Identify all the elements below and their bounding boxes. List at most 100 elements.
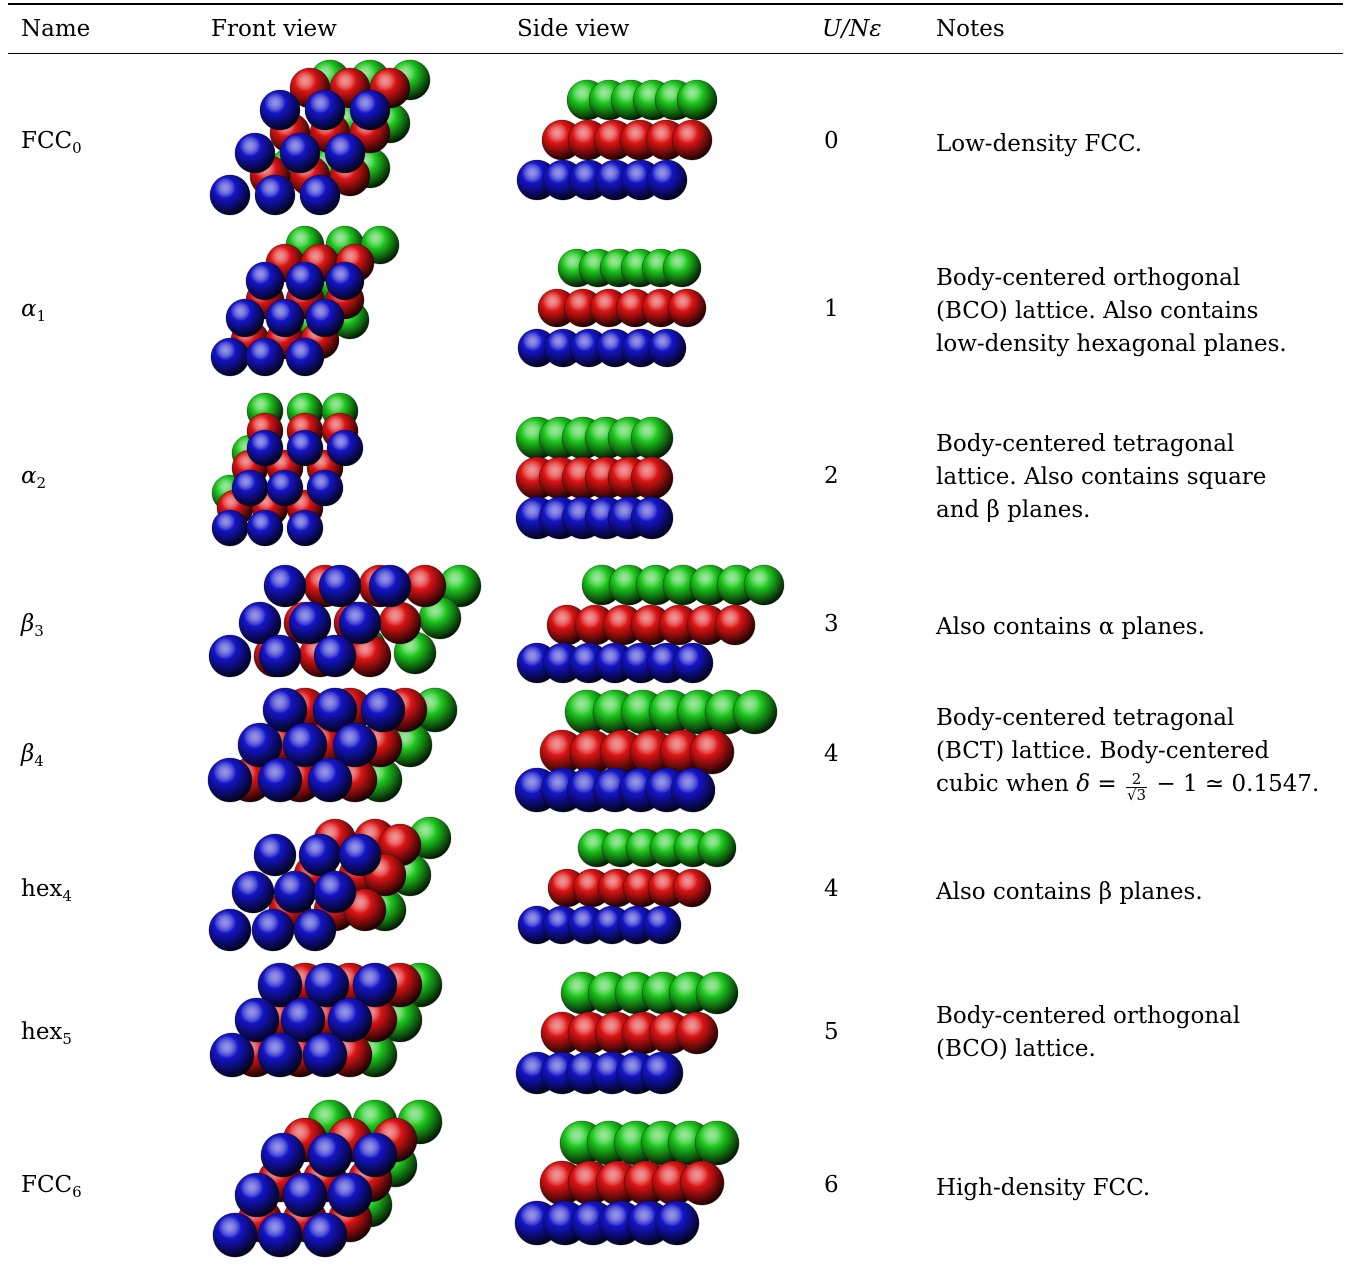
blue-sphere-shading — [285, 337, 325, 377]
row-name: hex4 — [21, 876, 72, 905]
green-sphere-shading — [694, 1120, 740, 1166]
blue-sphere-shading — [302, 1032, 348, 1078]
blue-sphere-shading — [263, 564, 307, 608]
blue-sphere-shading — [262, 687, 308, 733]
row-name: α2 — [21, 463, 47, 492]
blue-sphere-shading — [349, 89, 391, 131]
blue-sphere-shading — [266, 469, 304, 507]
energy-value: 2 — [824, 463, 839, 489]
blue-sphere-shading — [254, 174, 296, 216]
blue-sphere-shading — [209, 1032, 255, 1078]
energy-value: 6 — [824, 1172, 839, 1198]
blue-sphere-shading — [286, 509, 324, 547]
notes-text: Body-centered tetragonal (BCT) lattice. … — [936, 705, 1320, 804]
blue-sphere-shading — [332, 722, 378, 768]
blue-sphere-shading — [338, 601, 382, 645]
notes-text: High-density FCC. — [936, 1175, 1151, 1201]
table-header-rule — [8, 53, 1343, 54]
blue-sphere-shading — [327, 1172, 373, 1218]
blue-sphere-shading — [647, 328, 687, 368]
blue-sphere-shading — [360, 687, 406, 733]
notes-text: Also contains α planes. — [936, 614, 1205, 640]
side-view-image — [517, 248, 707, 368]
front-view-image — [209, 59, 431, 216]
blue-sphere-shading — [234, 997, 280, 1043]
red-sphere-shading — [630, 456, 674, 500]
notes-text: Body-centered orthogonal (BCO) lattice. — [936, 1003, 1241, 1062]
blue-sphere-shading — [280, 997, 326, 1043]
blue-sphere-shading — [318, 564, 362, 608]
red-sphere-shading — [667, 288, 707, 328]
table-top-rule — [8, 3, 1343, 5]
front-view-image — [209, 962, 443, 1078]
side-view-image — [515, 971, 739, 1095]
energy-value: 1 — [824, 296, 839, 322]
blue-sphere-shading — [234, 132, 276, 174]
blue-sphere-shading — [237, 722, 283, 768]
blue-sphere-shading — [259, 89, 301, 131]
red-sphere-shading — [714, 604, 756, 646]
blue-sphere-shading — [304, 89, 346, 131]
blue-sphere-shading — [208, 908, 252, 952]
front-view-image — [212, 1099, 443, 1258]
side-view-image — [515, 416, 674, 540]
blue-sphere-shading — [307, 757, 353, 803]
blue-sphere-shading — [245, 337, 285, 377]
blue-sphere-shading — [210, 337, 250, 377]
notes-text: Also contains β planes. — [936, 879, 1203, 905]
blue-sphere-shading — [312, 687, 358, 733]
blue-sphere-shading — [640, 1051, 684, 1095]
blue-sphere-shading — [253, 833, 297, 877]
blue-sphere-shading — [306, 469, 344, 507]
row-name: β4 — [21, 741, 44, 770]
blue-sphere-shading — [209, 174, 251, 216]
blue-sphere-shading — [246, 509, 284, 547]
blue-sphere-shading — [257, 1032, 303, 1078]
header-energy: U/Nε — [822, 16, 882, 42]
blue-sphere-shading — [282, 1172, 328, 1218]
blue-sphere-shading — [212, 1212, 258, 1258]
blue-sphere-shading — [646, 159, 688, 201]
blue-sphere-shading — [251, 908, 295, 952]
blue-sphere-shading — [273, 870, 317, 914]
blue-sphere-shading — [288, 601, 332, 645]
blue-sphere-shading — [313, 870, 357, 914]
red-sphere-shading — [378, 601, 422, 645]
blue-sphere-shading — [245, 261, 285, 301]
green-sphere-shading — [697, 828, 737, 868]
row-name: hex5 — [21, 1019, 72, 1048]
header-side-view: Side view — [517, 16, 630, 42]
blue-sphere-shading — [207, 757, 253, 803]
blue-sphere-shading — [260, 1132, 306, 1178]
red-sphere-shading — [679, 1160, 725, 1206]
front-view-image — [211, 392, 364, 547]
green-sphere-shading — [743, 564, 785, 606]
green-sphere-shading — [630, 416, 674, 460]
blue-sphere-shading — [211, 509, 249, 547]
row-name: β3 — [21, 611, 44, 640]
blue-sphere-shading — [304, 962, 350, 1008]
blue-sphere-shading — [327, 997, 373, 1043]
energy-value: 3 — [824, 611, 839, 637]
green-sphere-shading — [676, 79, 718, 121]
blue-sphere-shading — [225, 298, 265, 338]
blue-sphere-shading — [368, 564, 412, 608]
blue-sphere-shading — [338, 833, 382, 877]
energy-value: 5 — [824, 1019, 839, 1045]
notes-text: Body-centered orthogonal (BCO) lattice. … — [936, 265, 1287, 357]
blue-sphere-shading — [257, 962, 303, 1008]
blue-sphere-shading — [299, 174, 341, 216]
front-view-image — [207, 687, 458, 803]
blue-sphere-shading — [313, 634, 357, 678]
side-view-image — [516, 564, 785, 684]
blue-sphere-shading — [208, 634, 252, 678]
red-sphere-shading — [689, 729, 735, 775]
blue-sphere-shading — [258, 634, 302, 678]
header-name: Name — [21, 16, 91, 42]
blue-sphere-shading — [293, 908, 337, 952]
blue-sphere-shading — [642, 905, 682, 945]
side-view-image — [514, 689, 778, 813]
blue-sphere-shading — [231, 870, 275, 914]
blue-sphere-shading — [234, 1172, 280, 1218]
green-sphere-shading — [732, 689, 778, 735]
